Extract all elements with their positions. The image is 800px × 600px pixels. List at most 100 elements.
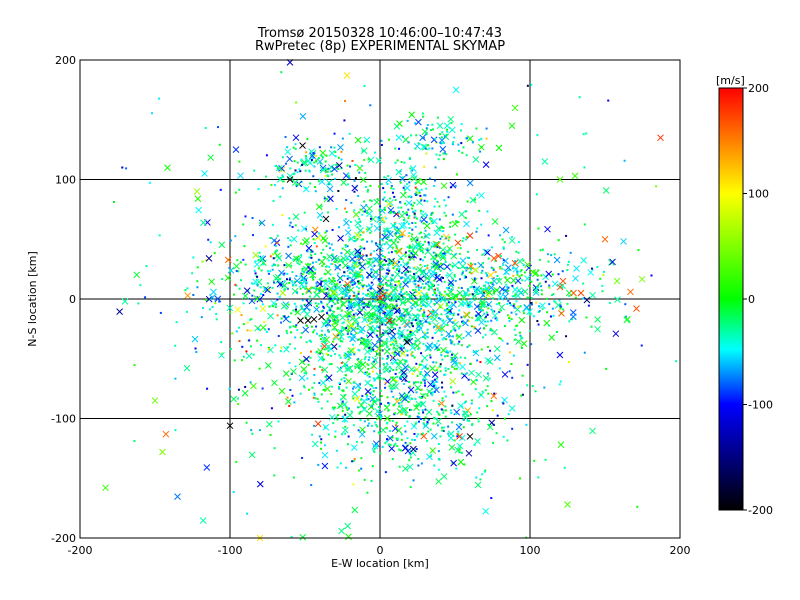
scatter-dot xyxy=(360,467,363,470)
scatter-dot xyxy=(389,343,392,346)
scatter-dot xyxy=(322,255,325,258)
scatter-dot xyxy=(477,417,480,420)
scatter-dot xyxy=(288,217,291,220)
scatter-dot xyxy=(429,354,432,357)
scatter-dot xyxy=(204,298,207,301)
scatter-dot xyxy=(429,129,432,132)
colorbar xyxy=(719,88,743,510)
scatter-dot xyxy=(392,347,395,350)
scatter-dot xyxy=(369,231,372,234)
scatter-dot xyxy=(368,375,371,378)
scatter-cross xyxy=(259,324,267,331)
scatter-dot xyxy=(326,400,329,403)
scatter-dot xyxy=(291,394,294,397)
scatter-dot xyxy=(401,301,404,304)
scatter-dot xyxy=(304,285,307,288)
scatter-dot xyxy=(348,315,351,318)
scatter-dot xyxy=(411,373,414,376)
scatter-dot xyxy=(373,250,376,253)
scatter-dot xyxy=(335,163,338,166)
scatter-dot xyxy=(551,294,554,297)
scatter-cross xyxy=(431,371,439,378)
scatter-dot xyxy=(279,195,282,198)
scatter-dot xyxy=(487,392,490,395)
scatter-dot xyxy=(469,298,472,301)
scatter-dot xyxy=(409,385,412,388)
scatter-cross xyxy=(440,473,448,480)
x-tick-label: 200 xyxy=(670,544,691,557)
scatter-dot xyxy=(507,289,510,292)
scatter-cross xyxy=(354,271,362,279)
scatter-dot xyxy=(444,405,447,408)
scatter-dot xyxy=(325,292,328,295)
scatter-dot xyxy=(416,321,419,324)
scatter-dot xyxy=(538,282,541,285)
scatter-cross xyxy=(210,288,217,296)
scatter-dot xyxy=(318,232,321,235)
scatter-dot xyxy=(553,300,556,303)
scatter-dot xyxy=(324,256,327,259)
scatter-dot xyxy=(482,304,485,307)
scatter-dot xyxy=(429,455,432,458)
scatter-dot xyxy=(408,214,411,217)
scatter-dot xyxy=(332,340,335,343)
scatter-cross xyxy=(343,219,350,227)
scatter-cross xyxy=(275,164,283,172)
scatter-dot xyxy=(465,235,468,238)
scatter-dot xyxy=(229,347,232,350)
scatter-cross xyxy=(461,299,469,307)
scatter-dot xyxy=(397,402,400,405)
scatter-dot xyxy=(384,319,387,322)
scatter-dot xyxy=(321,264,324,267)
scatter-cross xyxy=(305,244,313,252)
scatter-dot xyxy=(244,385,247,388)
scatter-dot xyxy=(483,290,486,293)
scatter-dot xyxy=(283,280,286,283)
scatter-dot xyxy=(376,314,379,317)
scatter-dot xyxy=(313,242,316,245)
scatter-dot xyxy=(636,505,639,508)
scatter-cross xyxy=(410,422,418,430)
scatter-dot xyxy=(395,226,398,229)
scatter-dot xyxy=(356,323,359,326)
scatter-dot xyxy=(342,389,345,392)
scatter-dot xyxy=(529,313,532,316)
scatter-dot xyxy=(361,441,364,444)
scatter-cross xyxy=(439,145,447,153)
scatter-cross xyxy=(435,275,443,283)
scatter-dot xyxy=(393,351,396,354)
scatter-dot xyxy=(352,281,355,284)
scatter-cross xyxy=(438,400,445,407)
scatter-dot xyxy=(489,329,492,332)
scatter-dot xyxy=(364,316,367,319)
scatter-cross xyxy=(395,134,403,141)
scatter-dot xyxy=(526,363,529,366)
scatter-dot xyxy=(377,159,380,162)
scatter-dot xyxy=(256,284,259,287)
scatter-dot xyxy=(451,421,454,424)
scatter-dot xyxy=(393,225,396,228)
scatter-cross xyxy=(467,263,474,270)
scatter-dot xyxy=(501,339,504,342)
scatter-cross xyxy=(421,363,428,371)
scatter-dot xyxy=(417,348,420,351)
scatter-cross xyxy=(466,135,474,142)
scatter-dot xyxy=(460,142,463,145)
scatter-dot xyxy=(480,271,483,274)
scatter-dot xyxy=(464,294,467,297)
scatter-dot xyxy=(404,430,407,433)
scatter-dot xyxy=(428,288,431,291)
scatter-cross xyxy=(379,292,387,299)
scatter-dot xyxy=(517,305,520,308)
scatter-dot xyxy=(235,284,238,287)
scatter-dot xyxy=(273,474,276,477)
scatter-dot xyxy=(234,235,237,238)
scatter-cross xyxy=(466,179,474,187)
scatter-dot xyxy=(344,404,347,407)
scatter-dot xyxy=(364,371,367,374)
scatter-dot xyxy=(429,218,432,221)
scatter-cross xyxy=(322,423,330,431)
scatter-dot xyxy=(451,284,454,287)
scatter-dot xyxy=(366,374,369,377)
scatter-dot xyxy=(521,346,524,349)
